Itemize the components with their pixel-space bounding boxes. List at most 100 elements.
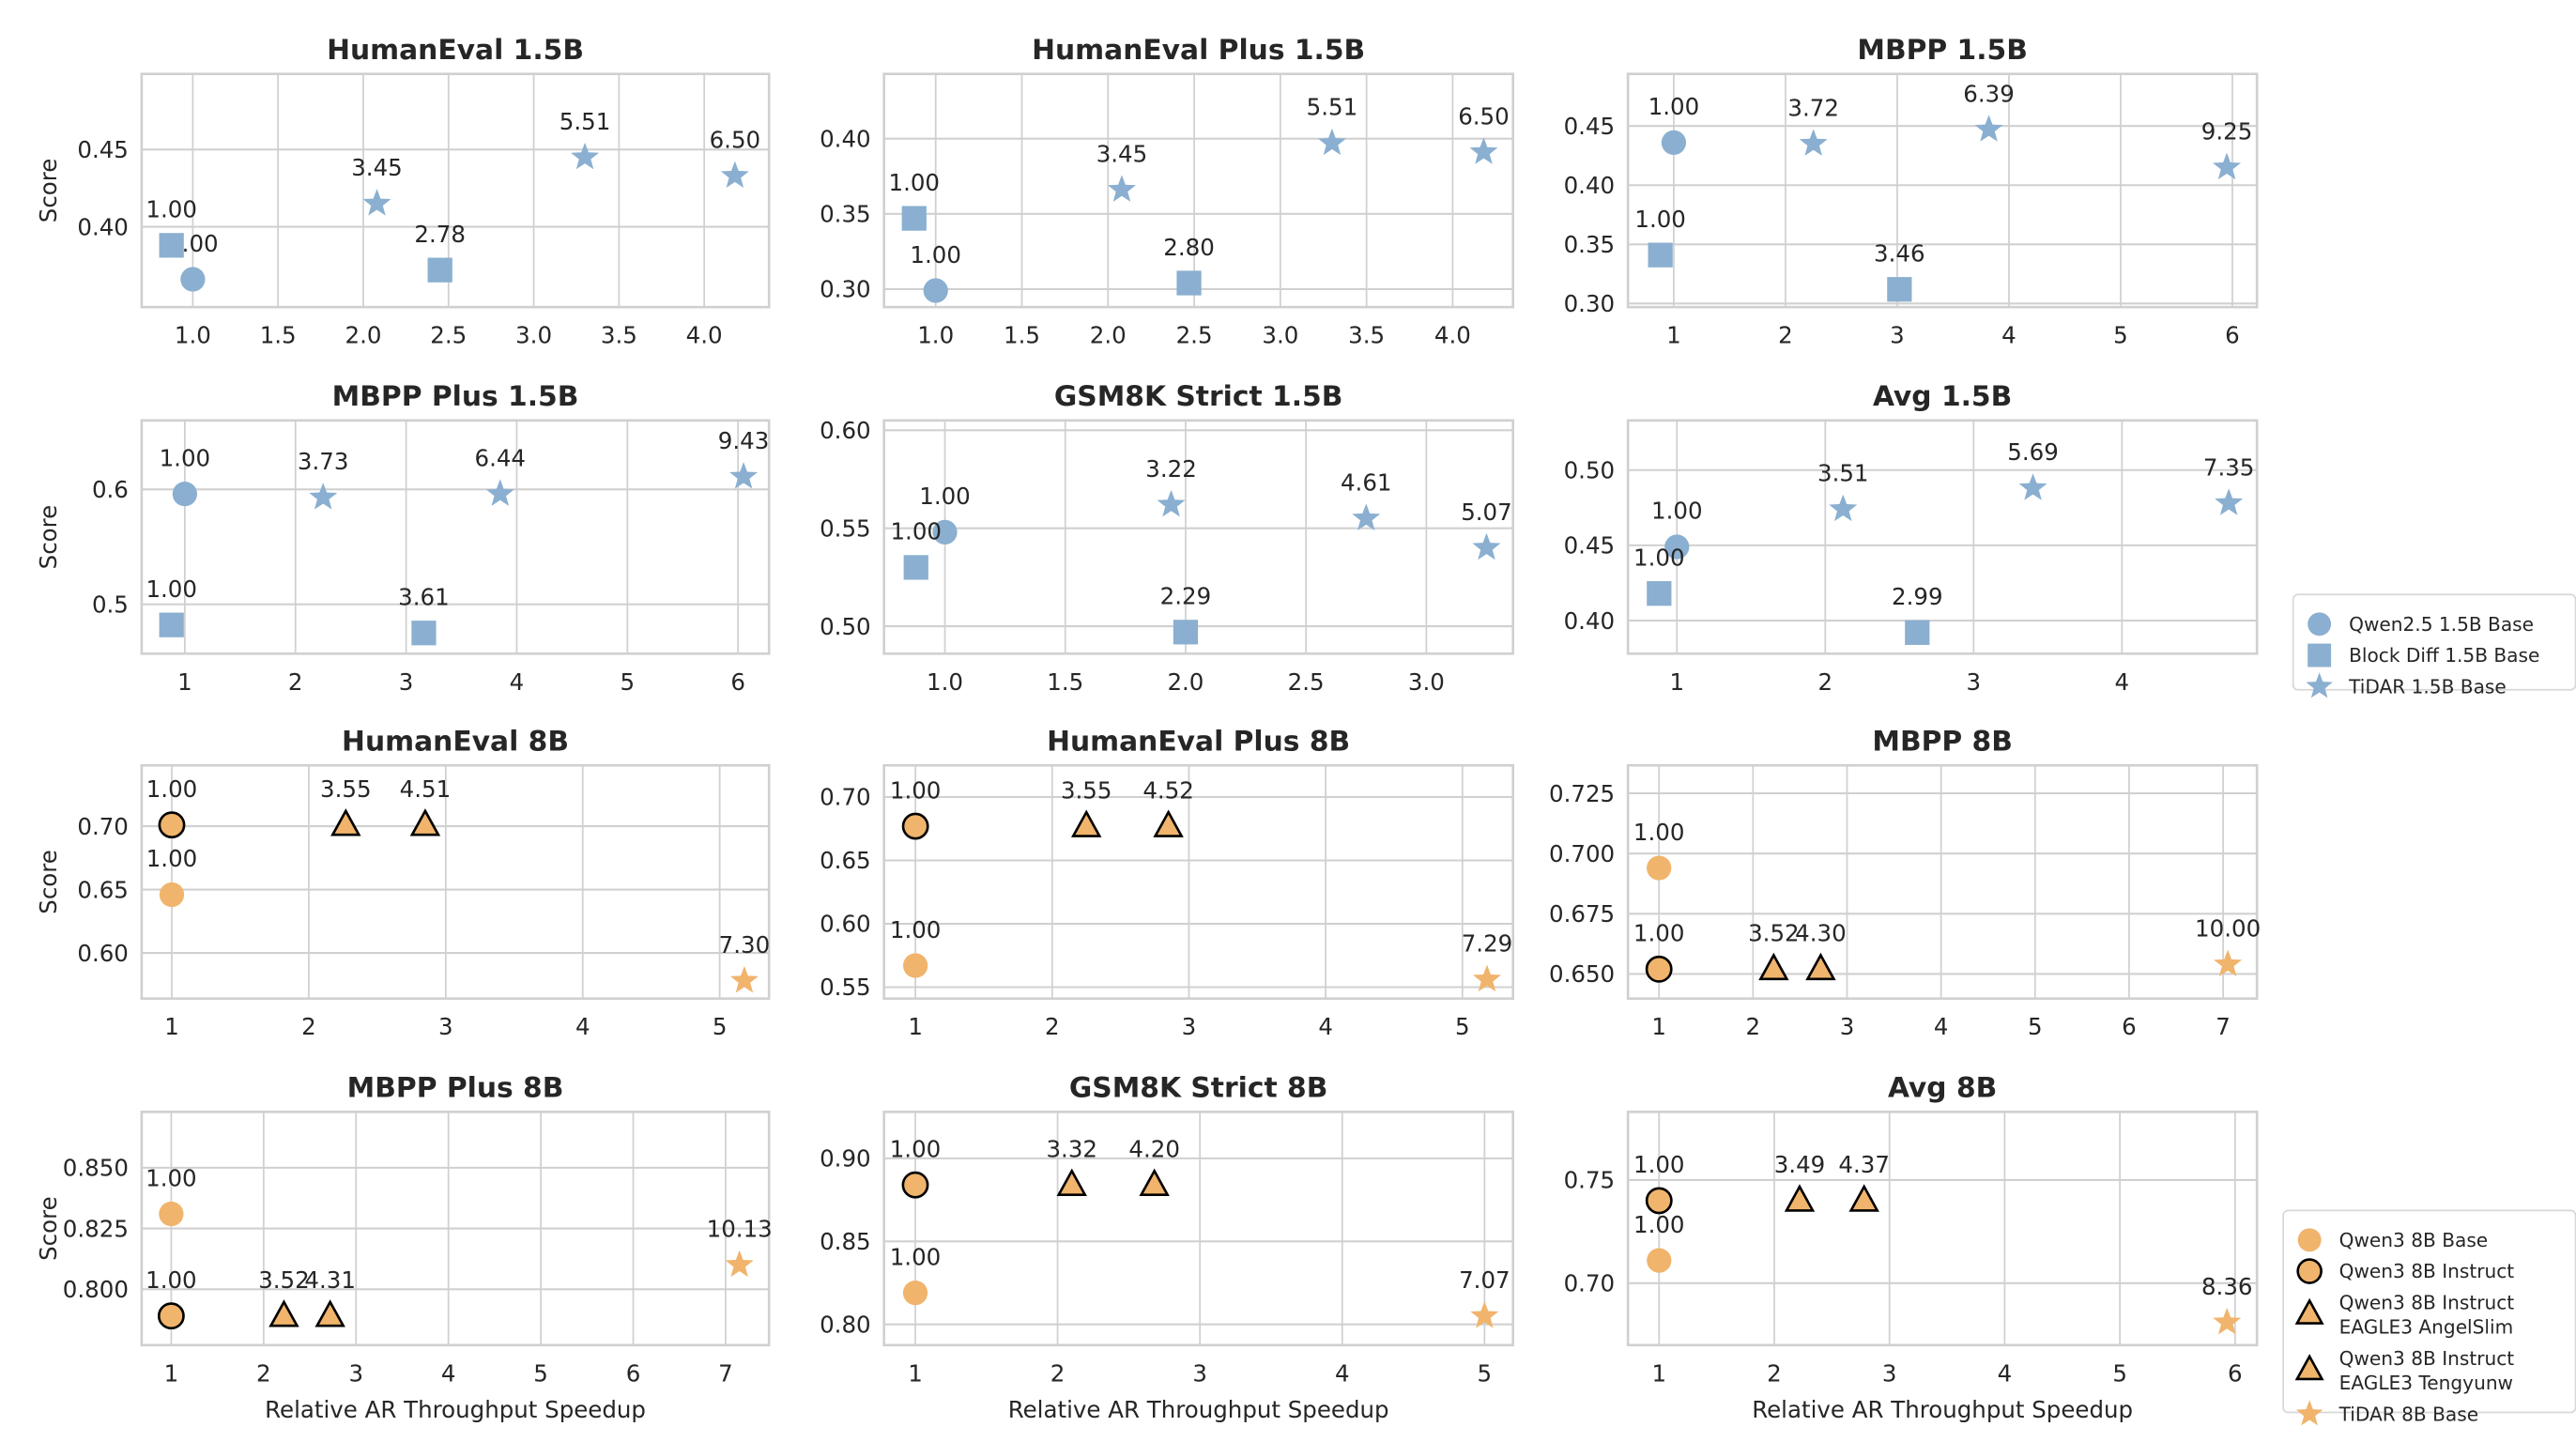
y-tick-label: 0.45 <box>77 136 129 163</box>
y-tick-label: 0.60 <box>77 940 129 967</box>
x-tick-label: 2.0 <box>1167 668 1204 696</box>
data-label: 4.51 <box>400 775 452 803</box>
data-label: 2.29 <box>1160 583 1212 610</box>
y-tick-label: 0.35 <box>1564 231 1616 258</box>
data-label: 3.73 <box>298 448 349 475</box>
data-point-star <box>571 142 600 170</box>
x-tick-label: 5 <box>1455 1013 1470 1040</box>
x-tick-label: 3.5 <box>1348 322 1385 349</box>
y-tick-label: 0.60 <box>820 417 871 444</box>
x-tick-label: 2 <box>1818 668 1833 696</box>
data-point-star <box>2214 949 2243 976</box>
data-label: 3.52 <box>1748 920 1800 947</box>
data-point-star <box>2018 473 2047 500</box>
x-tick-label: 5 <box>713 1013 728 1040</box>
x-axis-label: Relative AR Throughput Speedup <box>265 1396 646 1423</box>
subplot-title: GSM8K Strict 8B <box>1069 1072 1328 1105</box>
data-point-triangle <box>1070 809 1102 837</box>
x-tick-label: 5 <box>2028 1013 2043 1040</box>
data-point-square <box>1647 581 1672 606</box>
data-label: 2.99 <box>1892 583 1943 610</box>
data-label: 3.46 <box>1874 239 1925 267</box>
plot-frame <box>882 72 1514 309</box>
subplot-title: Avg 8B <box>1888 1072 1997 1105</box>
legend-label: TiDAR 1.5B Base <box>2348 675 2507 698</box>
data-label: 7.29 <box>1462 930 1513 958</box>
y-tick-label: 0.90 <box>820 1145 871 1173</box>
data-point-star <box>720 161 749 189</box>
data-label: 4.30 <box>1795 920 1847 947</box>
x-tick-label: 3.0 <box>1262 322 1298 349</box>
y-axis-label: Score <box>35 505 62 570</box>
data-point-circle-outline <box>901 1171 929 1199</box>
data-label: 3.32 <box>1046 1135 1097 1162</box>
x-tick-label: 2.0 <box>1090 322 1127 349</box>
data-label: 3.45 <box>351 154 403 181</box>
subplot: 1.0 1.5 2.0 2.5 3.0 3.5 4.0 0.40 0.45 HumanEval 1… <box>35 34 771 349</box>
x-tick-label: 1.5 <box>260 322 297 349</box>
data-label: 3.55 <box>1061 776 1112 804</box>
data-label: 2.80 <box>1163 234 1215 261</box>
subplot: 1.0 1.5 2.0 2.5 3.0 0.50 0.55 0.60 GSM8K Strict … <box>820 380 1514 696</box>
x-tick-label: 3.0 <box>515 322 552 349</box>
data-point-circle <box>1647 855 1672 881</box>
x-tick-label: 7 <box>718 1359 733 1387</box>
data-point-circle-outline <box>1645 1187 1673 1215</box>
data-label: 1.00 <box>890 518 942 545</box>
data-point-star <box>1829 494 1858 522</box>
subplot-title: HumanEval 8B <box>342 725 569 758</box>
data-label: 3.49 <box>1774 1151 1826 1178</box>
data-label: 1.00 <box>888 169 940 196</box>
y-tick-label: 0.825 <box>63 1215 129 1242</box>
x-tick-label: 3 <box>1882 1359 1897 1387</box>
y-tick-label: 0.725 <box>1549 780 1615 807</box>
subplot-title: HumanEval Plus 8B <box>1047 725 1350 758</box>
y-tick-label: 0.850 <box>63 1155 129 1182</box>
data-label: 4.31 <box>304 1266 356 1294</box>
data-point-star <box>485 479 514 506</box>
data-label: 3.51 <box>1817 460 1869 487</box>
data-label: 7.35 <box>2203 453 2255 481</box>
y-axis-label: Score <box>35 159 62 223</box>
data-label: 1.00 <box>1651 498 1703 525</box>
data-label: 1.00 <box>146 775 198 803</box>
data-point-triangle <box>330 808 361 836</box>
data-label: 1.00 <box>160 444 211 471</box>
x-tick-label: 1 <box>908 1359 923 1387</box>
data-label: 6.50 <box>710 127 761 154</box>
x-tick-label: 4 <box>441 1359 456 1387</box>
data-point-triangle <box>1139 1168 1170 1196</box>
subplot: 1 2 3 4 0.40 0.45 0.50 Avg 1.5B 1.00 1.00 2.99 3.51… <box>1564 380 2259 696</box>
subplot: 1 2 3 4 5 6 0.5 0.6 MBPP Plus 1.5B Score 1.00 1.00 3… <box>35 380 771 696</box>
x-tick-label: 4 <box>2115 668 2130 696</box>
legend-marker-star <box>2306 672 2333 698</box>
data-label: 2.78 <box>414 221 466 248</box>
plot-frame <box>140 72 771 309</box>
legend-label: Qwen2.5 1.5B Base <box>2349 613 2534 636</box>
data-point-circle <box>923 278 948 303</box>
y-tick-label: 0.65 <box>820 847 871 874</box>
x-tick-label: 4 <box>1998 1359 2013 1387</box>
data-label: 4.61 <box>1341 468 1392 496</box>
data-point-square <box>901 206 927 231</box>
legend: Qwen3 8B Base Qwen3 8B Instruct Qwen3 8B I… <box>2282 1209 2576 1426</box>
subplot: 1 2 3 4 5 0.55 0.60 0.65 0.70 HumanEval Plus 8B 1.… <box>820 725 1514 1040</box>
x-axis-label: Relative AR Throughput Speedup <box>1752 1396 2133 1423</box>
data-point-star <box>1470 1301 1499 1328</box>
x-tick-label: 1.0 <box>175 322 211 349</box>
data-label: 8.36 <box>2201 1273 2253 1300</box>
x-tick-label: 4.0 <box>686 322 723 349</box>
legend-marker-circle <box>2297 1228 2322 1252</box>
y-tick-label: 0.45 <box>1564 532 1616 560</box>
x-tick-label: 5 <box>621 668 636 696</box>
legend-marker-circle <box>2308 612 2332 637</box>
data-point-square <box>1648 242 1673 268</box>
legend-label: TiDAR 8B Base <box>2338 1403 2478 1425</box>
plot-frame <box>140 763 771 1000</box>
y-tick-label: 0.650 <box>1549 960 1615 988</box>
x-axis-label: Relative AR Throughput Speedup <box>1008 1396 1389 1423</box>
data-point-star <box>725 1250 754 1278</box>
data-point-triangle <box>314 1299 345 1327</box>
data-point-star <box>1974 115 2003 142</box>
